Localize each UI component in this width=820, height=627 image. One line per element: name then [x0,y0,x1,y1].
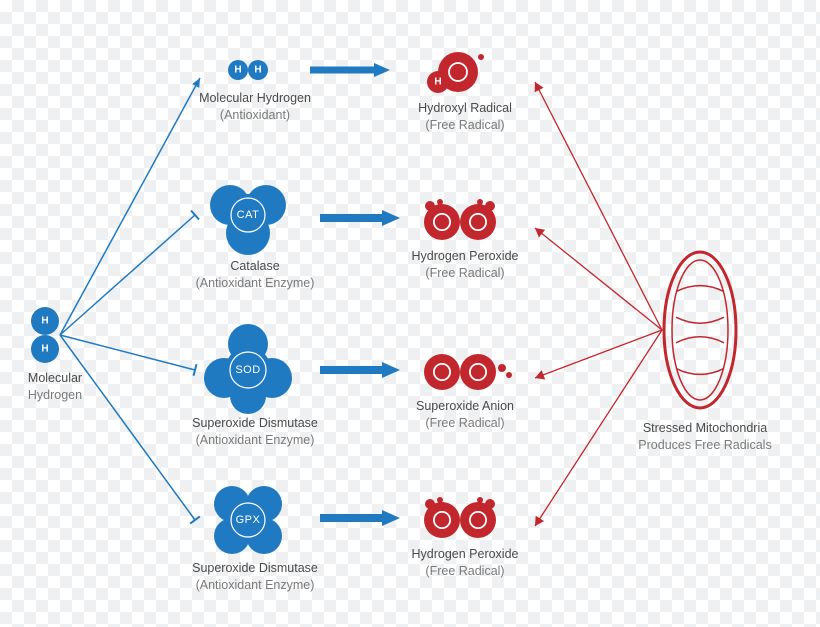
svg-text:CAT: CAT [237,209,260,221]
source-h2: HH [31,307,59,363]
antiox-sod: SOD [204,324,292,414]
radical-oh: H [427,52,484,93]
source-label: MolecularHydrogen [10,370,100,404]
antiox-gpx: GPX [214,486,282,554]
radical-label-o2: Superoxide Anion(Free Radical) [395,398,535,432]
svg-text:H: H [434,77,441,88]
radical-label-h2o2b: Hydrogen Peroxide(Free Radical) [395,546,535,580]
antiox-h2: HH [228,60,268,80]
svg-text:GPX: GPX [236,514,261,526]
antiox-cat: CAT [210,185,286,255]
radical-h2o2b [424,497,496,538]
radical-label-oh: Hydroxyl Radical(Free Radical) [400,100,530,134]
svg-text:H: H [41,344,48,355]
antiox-label-gpx: Superoxide Dismutase(Antioxidant Enzyme) [175,560,335,594]
antiox-label-sod: Superoxide Dismutase(Antioxidant Enzyme) [175,415,335,449]
antiox-label-cat: Catalase(Antioxidant Enzyme) [180,258,330,292]
radical-label-h2o2: Hydrogen Peroxide(Free Radical) [395,248,535,282]
svg-text:H: H [234,65,241,76]
svg-text:H: H [254,65,261,76]
antiox-label-h2: Molecular Hydrogen(Antioxidant) [180,90,330,124]
svg-text:H: H [41,316,48,327]
mito-label: Stressed MitochondriaProduces Free Radic… [620,420,790,454]
radical-o2 [424,354,512,390]
mitochondria-icon [664,252,736,408]
radical-h2o2 [424,199,496,240]
svg-text:SOD: SOD [235,364,260,376]
